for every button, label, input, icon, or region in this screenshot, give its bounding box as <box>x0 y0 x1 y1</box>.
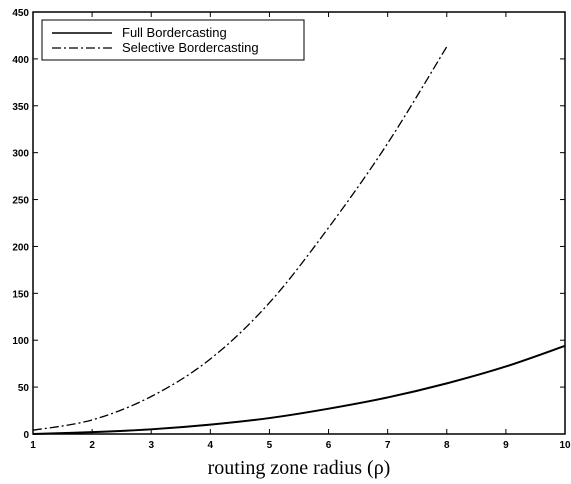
y-tick-label: 300 <box>12 149 29 160</box>
y-tick-label: 150 <box>12 289 29 300</box>
y-tick-label: 50 <box>18 383 30 394</box>
y-tick-label: 400 <box>12 55 29 66</box>
y-tick-label: 200 <box>12 242 29 253</box>
y-tick-label: 250 <box>12 196 29 207</box>
y-tick-label: 0 <box>23 430 29 441</box>
x-tick-label: 5 <box>267 440 273 451</box>
series-layer <box>32 46 566 435</box>
series-line-full-bordercasting <box>32 344 566 435</box>
legend: Full Bordercasting Selective Bordercasti… <box>41 19 305 61</box>
y-tick-label: 450 <box>12 8 29 19</box>
legend-label-full-bordercasting: Full Bordercasting <box>122 25 227 40</box>
series-line-selective-bordercasting <box>32 46 448 431</box>
x-tick-label: 6 <box>326 440 332 451</box>
y-tick-label: 100 <box>12 336 29 347</box>
x-axis-label: routing zone radius (ρ) <box>208 457 391 479</box>
x-tick-label: 7 <box>385 440 391 451</box>
y-tick-label: 350 <box>12 102 29 113</box>
x-axis-ticks: 1 2 3 4 5 6 7 8 9 10 <box>30 12 571 451</box>
legend-box <box>41 19 305 61</box>
legend-label-selective-bordercasting: Selective Bordercasting <box>122 40 259 55</box>
x-tick-label: 2 <box>89 440 95 451</box>
x-tick-label: 10 <box>559 440 571 451</box>
y-axis-ticks: 0 50 100 150 200 250 300 350 400 450 <box>12 8 565 441</box>
x-tick-label: 4 <box>208 440 214 451</box>
x-tick-label: 3 <box>148 440 154 451</box>
x-tick-label: 9 <box>503 440 509 451</box>
x-tick-label: 1 <box>30 440 36 451</box>
plot-frame <box>32 11 566 435</box>
x-tick-label: 8 <box>444 440 450 451</box>
